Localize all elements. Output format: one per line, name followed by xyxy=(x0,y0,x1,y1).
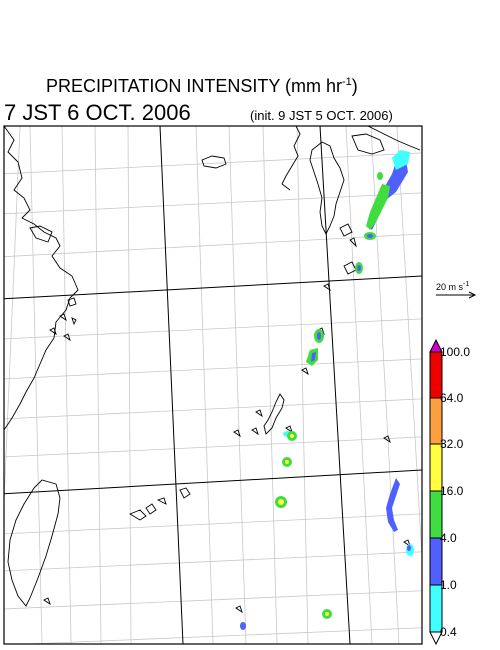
rain-cell-east-core xyxy=(407,545,411,551)
colorbar-label-4: 4.0 xyxy=(440,531,457,545)
distant-islands xyxy=(43,597,243,614)
vector-scale-arrow xyxy=(436,291,477,299)
tanegashima-islands xyxy=(339,223,357,275)
precipitation-cells xyxy=(240,150,414,630)
colorbar-label-64: 64.0 xyxy=(440,391,464,405)
rain-band-north-light xyxy=(366,184,390,230)
rain-cell-north-2 xyxy=(377,172,383,180)
china-coast xyxy=(4,126,79,431)
jeju-island xyxy=(201,155,227,169)
colorbar-label-100: 100.0 xyxy=(440,345,471,359)
fine-grid xyxy=(4,126,422,644)
rain-band-east xyxy=(386,478,400,532)
shikoku-coast xyxy=(351,133,385,155)
daito-islands xyxy=(383,435,411,548)
title-text: PRECIPITATION INTENSITY (mm hr xyxy=(46,76,343,96)
kerama-islands xyxy=(233,409,293,438)
rain-cell-kagoshima-core xyxy=(367,234,373,238)
rain-cell-south-2-core xyxy=(278,499,284,505)
taiwan-coast xyxy=(7,479,61,607)
rain-cell-tanegashima-core xyxy=(357,265,361,271)
okinawa-coast xyxy=(263,393,285,435)
vector-scale-text: 20 m s xyxy=(436,282,464,292)
init-time: (init. 9 JST 5 OCT. 2006) xyxy=(250,108,393,123)
map-content xyxy=(4,126,422,644)
rain-cell-southeast-core xyxy=(325,612,329,616)
coastal-islands xyxy=(49,297,77,342)
colorbar-label-32: 32.0 xyxy=(440,437,464,451)
coastlines xyxy=(4,126,421,614)
rain-cell-okinawa-core xyxy=(290,434,294,438)
kyushu-coast xyxy=(309,141,345,236)
title-unit-exponent: -1 xyxy=(342,76,352,88)
rain-cell-south-1-core xyxy=(285,460,289,464)
rain-drizzle-north xyxy=(392,150,410,170)
vector-scale-label: 20 m s-1 xyxy=(436,281,469,292)
colorbar xyxy=(429,338,443,646)
peninsula-coast xyxy=(29,225,53,243)
map-frame xyxy=(3,125,423,645)
rain-cell-amami-core xyxy=(317,332,321,340)
colorbar-label-04: 0.4 xyxy=(440,625,457,639)
honshu-coast xyxy=(367,126,421,151)
title-close: ) xyxy=(351,76,358,96)
colorbar-cap-bottom xyxy=(429,631,443,646)
korea-coast xyxy=(281,126,301,191)
valid-time: 7 JST 6 OCT. 2006 xyxy=(4,100,191,125)
rain-cell-southwest xyxy=(240,622,246,630)
map-title: PRECIPITATION INTENSITY (mm hr-1) xyxy=(46,76,358,97)
colorbar-label-1: 1.0 xyxy=(440,578,457,592)
yaeyama-islands xyxy=(128,487,191,521)
rain-cell-tokunoshima-core xyxy=(311,352,316,362)
vector-scale-exponent: -1 xyxy=(463,281,470,288)
colorbar-label-16: 16.0 xyxy=(440,484,464,498)
